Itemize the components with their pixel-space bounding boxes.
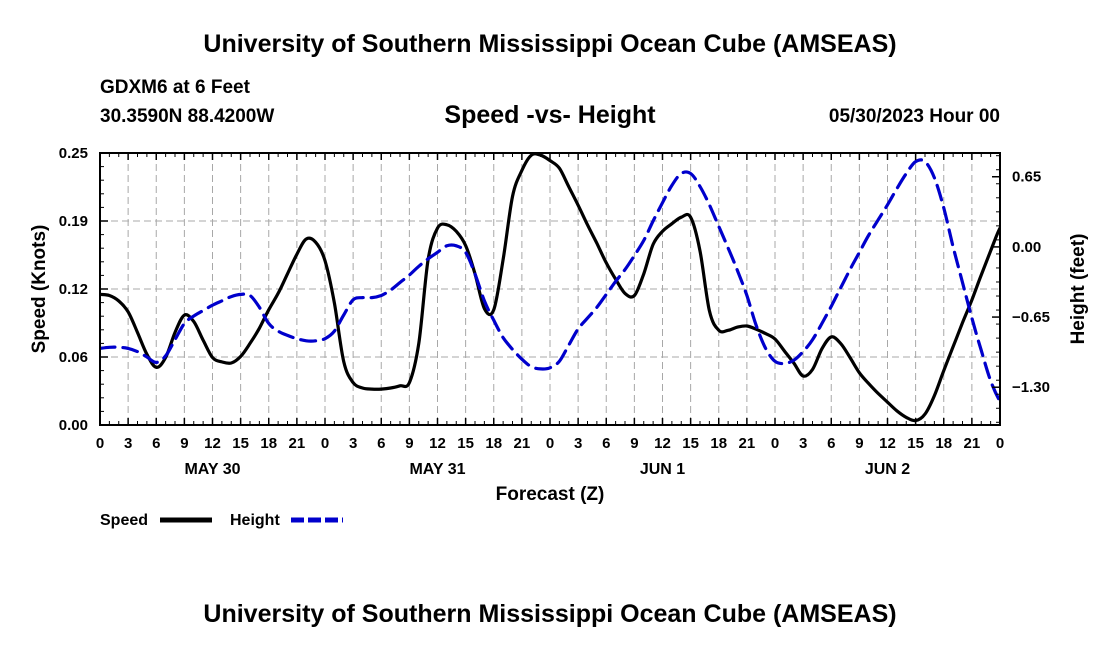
x-tick-label: 21: [514, 435, 531, 452]
x-tick-label: 18: [260, 435, 277, 452]
right-tick-label: −0.65: [1012, 309, 1050, 326]
left-tick-label: 0.00: [59, 417, 88, 434]
station-coords: 30.3590N 88.4200W: [100, 106, 275, 127]
x-tick-label: 3: [349, 435, 357, 452]
left-axis-title: Speed (Knots): [29, 225, 50, 354]
chart-title: Speed -vs- Height: [444, 101, 656, 129]
x-tick-label: 15: [907, 435, 924, 452]
x-tick-label: 0: [546, 435, 554, 452]
left-tick-label: 0.06: [59, 349, 88, 366]
left-tick-label: 0.25: [59, 145, 88, 162]
x-tick-label: 3: [124, 435, 132, 452]
x-tick-label: 18: [710, 435, 727, 452]
x-tick-label: 21: [739, 435, 756, 452]
grid: [100, 153, 1000, 425]
right-tick-label: −1.30: [1012, 379, 1050, 396]
x-tick-label: 12: [204, 435, 221, 452]
run-time: 05/30/2023 Hour 00: [828, 106, 1000, 127]
x-tick-label: 0: [96, 435, 104, 452]
x-tick-label: 12: [654, 435, 671, 452]
x-tick-label: 3: [799, 435, 807, 452]
x-axis-title: Forecast (Z): [496, 484, 605, 505]
x-tick-label: 6: [827, 435, 835, 452]
x-tick-label: 9: [180, 435, 188, 452]
x-tick-label: 9: [630, 435, 638, 452]
x-tick-label: 15: [682, 435, 699, 452]
x-tick-label: 9: [855, 435, 863, 452]
series-line-height: [100, 158, 1000, 405]
day-label: JUN 1: [640, 461, 685, 478]
x-tick-label: 0: [771, 435, 779, 452]
legend-label-speed: Speed: [100, 512, 148, 529]
left-tick-label: 0.12: [59, 281, 88, 298]
legend-label-height: Height: [230, 512, 280, 529]
legend: Speed Height: [100, 512, 343, 529]
x-tick-label: 15: [232, 435, 249, 452]
day-label: MAY 31: [409, 461, 465, 478]
day-label: MAY 30: [184, 461, 240, 478]
x-tick-label: 21: [289, 435, 306, 452]
x-tick-label: 15: [457, 435, 474, 452]
series-lines: [100, 153, 1000, 423]
x-tick-label: 12: [429, 435, 446, 452]
main-title: University of Southern Mississippi Ocean…: [203, 30, 897, 58]
right-tick-label: 0.65: [1012, 169, 1041, 186]
axis-ticks: [99, 152, 1001, 426]
day-label: JUN 2: [865, 461, 910, 478]
right-axis-title: Height (feet): [1068, 234, 1089, 345]
x-tick-label: 6: [602, 435, 610, 452]
x-tick-label: 3: [574, 435, 582, 452]
station-name: GDXM6 at 6 Feet: [100, 77, 250, 98]
x-tick-label: 18: [485, 435, 502, 452]
axis-labels: 0 3 6 9 12 15 18 21 0 3 6 9 12 15 18 21 0 3 6 9 12 15 18 21 0 3 6 9…: [59, 145, 1050, 478]
left-tick-label: 0.19: [59, 213, 88, 230]
x-tick-label: 12: [879, 435, 896, 452]
x-tick-label: 21: [964, 435, 981, 452]
x-tick-label: 6: [377, 435, 385, 452]
x-tick-label: 18: [935, 435, 952, 452]
footer-title: University of Southern Mississippi Ocean…: [203, 600, 897, 628]
x-tick-label: 6: [152, 435, 160, 452]
x-tick-label: 0: [321, 435, 329, 452]
right-tick-label: 0.00: [1012, 239, 1041, 256]
x-tick-label: 0: [996, 435, 1004, 452]
series-line-speed: [100, 153, 1000, 423]
x-tick-label: 9: [405, 435, 413, 452]
